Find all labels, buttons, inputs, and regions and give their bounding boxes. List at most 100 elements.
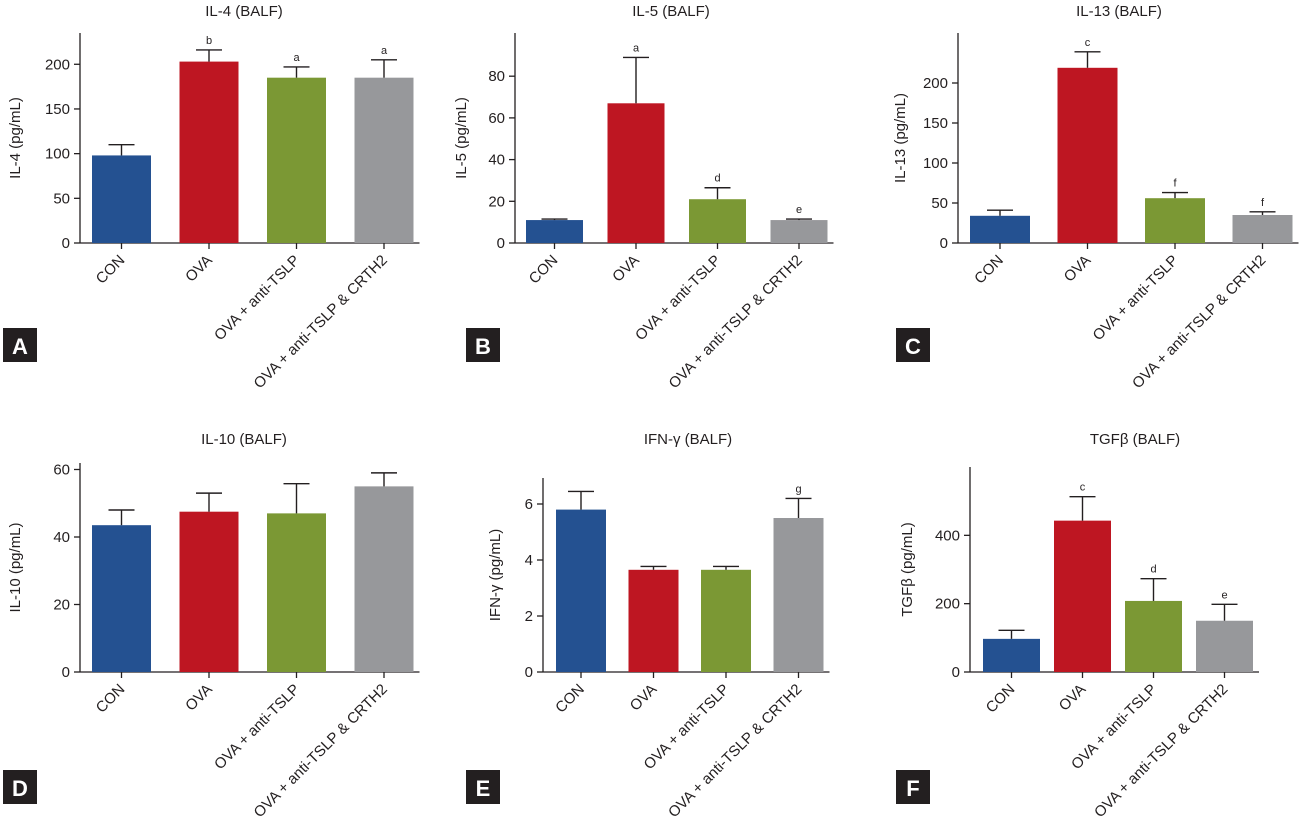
panel-label-badge [3,328,37,362]
x-tick-label: CON [93,681,129,717]
panel-f: TGFβ (BALF) TGFβ (pg/mL) 0 200 400 CON c OVA d OV… [896,431,1259,821]
x-tick-label: CON [983,681,1019,717]
panel-label-badge [896,770,930,804]
y-tick-label: 50 [931,195,948,212]
chart-title: IL-4 (BALF) [205,3,283,20]
x-tick-label: OVA + anti-TSLP & CRTH2 [1091,681,1231,821]
significance-label: f [1261,197,1265,209]
panel-b: IL-5 (BALF) IL-5 (pg/mL) 0 20 40 60 80 CON a OVA d… [453,3,834,392]
y-tick-label: 6 [525,496,533,513]
significance-label: b [206,35,212,47]
bar [1054,520,1111,672]
significance-label: c [1085,37,1091,49]
chart-title: IFN-γ (BALF) [644,431,732,448]
y-tick-label: 20 [488,193,505,210]
y-axis-label: IFN-γ (pg/mL) [487,529,504,622]
x-tick-label: OVA + anti-TSLP [211,252,303,344]
significance-label: e [1221,589,1227,601]
y-tick-label: 50 [53,190,70,207]
significance-label: g [795,483,801,495]
y-tick-label: 40 [53,529,70,546]
x-tick-label: CON [552,681,588,717]
bar [770,220,828,243]
panel-label: B [475,334,491,359]
chart-title: TGFβ (BALF) [1090,431,1180,448]
y-tick-label: 200 [45,56,70,73]
y-tick-label: 400 [935,527,960,544]
y-tick-label: 0 [952,664,960,681]
bar [970,215,1030,243]
y-tick-label: 4 [525,552,533,569]
chart-title: IL-10 (BALF) [201,431,287,448]
y-tick-label: 80 [488,68,505,85]
y-tick-label: 0 [62,235,70,252]
y-axis-label: IL-4 (pg/mL) [7,97,24,179]
bar [628,569,679,672]
bar [1145,198,1205,243]
y-tick-label: 60 [53,462,70,479]
significance-label: e [796,204,802,216]
y-axis-label: IL-5 (pg/mL) [453,97,470,179]
bar [1057,67,1118,243]
x-tick-label: OVA + anti-TSLP & CRTH2 [666,252,806,392]
bar [773,518,824,672]
significance-label: a [293,52,300,64]
bar [1125,600,1182,672]
bar [701,569,751,672]
y-tick-label: 60 [488,110,505,127]
chart-title: IL-13 (BALF) [1076,3,1162,20]
bar [92,155,151,243]
bar [689,199,746,243]
x-tick-label: OVA [182,681,216,715]
y-tick-label: 100 [923,155,948,172]
bar [1232,215,1293,243]
panel-label-badge [896,328,930,362]
y-tick-label: 0 [525,664,533,681]
x-tick-label: CON [526,252,562,288]
panel-label-badge [3,770,37,804]
significance-label: f [1173,178,1177,190]
y-axis-label: IL-13 (pg/mL) [892,93,909,183]
x-tick-label: OVA + anti-TSLP [1090,252,1182,344]
bar [354,486,414,672]
panel-a: IL-4 (BALF) IL-4 (pg/mL) 0 50 100 150 200 CON b O… [3,3,420,392]
chart-title: IL-5 (BALF) [632,3,710,20]
y-tick-label: 150 [923,115,948,132]
y-tick-label: 200 [923,75,948,92]
significance-label: a [381,45,388,57]
y-tick-label: 150 [45,101,70,118]
bar [607,103,665,243]
y-tick-label: 0 [62,664,70,681]
bar [354,77,414,244]
x-tick-label: OVA [627,681,661,715]
bar [556,509,606,672]
bar [983,638,1040,672]
panel-label: A [12,334,28,359]
x-tick-label: OVA [609,252,643,286]
y-tick-label: 0 [497,235,505,252]
y-tick-label: 40 [488,152,505,169]
bar [1196,620,1253,672]
bar [179,511,239,672]
y-tick-label: 20 [53,597,70,614]
panel-label-badge [466,770,500,804]
x-tick-label: OVA [1061,252,1095,286]
y-tick-label: 100 [45,146,70,163]
x-tick-label: OVA + anti-TSLP [211,681,303,773]
panel-c: IL-13 (BALF) IL-13 (pg/mL) 0 50 100 150 200 CON… [892,3,1299,392]
bar [526,220,583,243]
panel-label-badge [466,328,500,362]
significance-label: d [714,173,720,185]
significance-label: d [1150,564,1156,576]
bar [267,77,326,244]
bar [92,525,151,672]
panel-label: E [476,776,491,801]
panel-label: F [906,776,919,801]
y-tick-label: 0 [940,235,948,252]
x-tick-label: OVA [182,252,216,286]
x-tick-label: OVA + anti-TSLP [632,252,724,344]
panel-label: C [905,334,921,359]
y-tick-label: 2 [525,608,533,625]
